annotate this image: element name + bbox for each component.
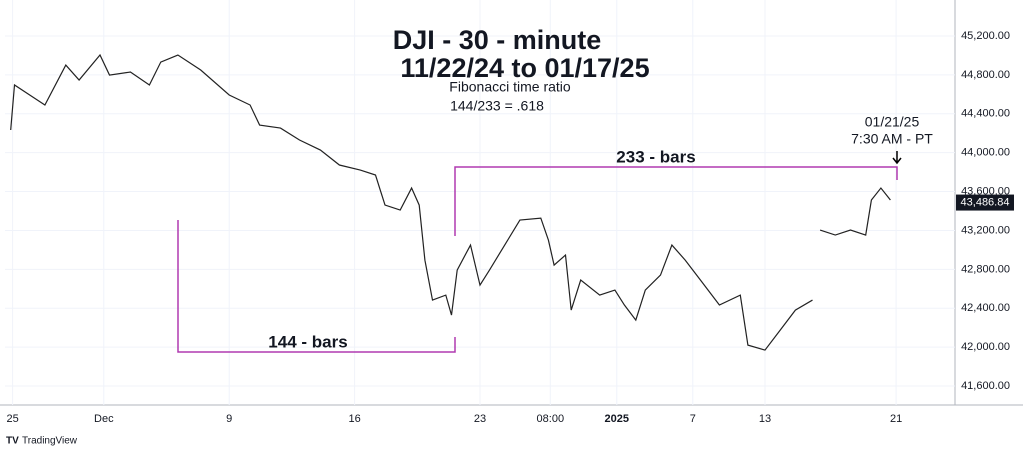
chart-subtitle: 11/22/24 to 01/17/25 (400, 53, 649, 83)
price-line (819, 187, 891, 236)
bracket-144 (177, 220, 456, 353)
last-price-box (956, 194, 1014, 211)
y-tick-label: 42,800.00 (961, 263, 1010, 275)
y-tick-label: 43,200.00 (961, 224, 1010, 236)
x-tick-label: 25 (6, 413, 18, 425)
x-tick-label: 21 (890, 413, 902, 425)
brand-logo: TV (6, 436, 19, 447)
arrow (892, 151, 902, 165)
x-tick-label: 08:00 (537, 413, 565, 425)
x-tick-label: 16 (348, 413, 360, 425)
brand: TradingView (22, 436, 78, 447)
x-tick-label: 9 (226, 413, 232, 425)
annotation: Fibonacci time ratio (449, 79, 571, 95)
y-tick-label: 42,400.00 (961, 302, 1010, 314)
price-line (10, 53, 813, 351)
last-price-label: 43,486.84 (961, 196, 1010, 208)
x-tick-label: Dec (94, 413, 114, 425)
annotation: 144 - bars (268, 332, 347, 351)
x-tick-label: 23 (474, 413, 486, 425)
y-tick-label: 44,400.00 (961, 108, 1010, 120)
y-tick-label: 45,200.00 (961, 30, 1010, 42)
y-tick-label: 44,000.00 (961, 147, 1010, 159)
bracket-233 (454, 166, 898, 236)
y-tick-label: 42,000.00 (961, 341, 1010, 353)
annotation: 233 - bars (616, 147, 695, 166)
x-tick-label: 7 (690, 413, 696, 425)
x-tick-label: 2025 (605, 413, 629, 425)
plot (5, 0, 955, 405)
chart-title: DJI - 30 - minute (393, 25, 602, 55)
annotation: 144/233 = .618 (450, 98, 544, 114)
y-tick-label: 44,800.00 (961, 69, 1010, 81)
y-tick-label: 43,600.00 (961, 185, 1010, 197)
y-tick-label: 41,600.00 (961, 380, 1010, 392)
annotation: 01/21/25 (865, 114, 920, 130)
x-tick-label: 13 (759, 413, 771, 425)
annotation: 7:30 AM - PT (851, 131, 933, 147)
